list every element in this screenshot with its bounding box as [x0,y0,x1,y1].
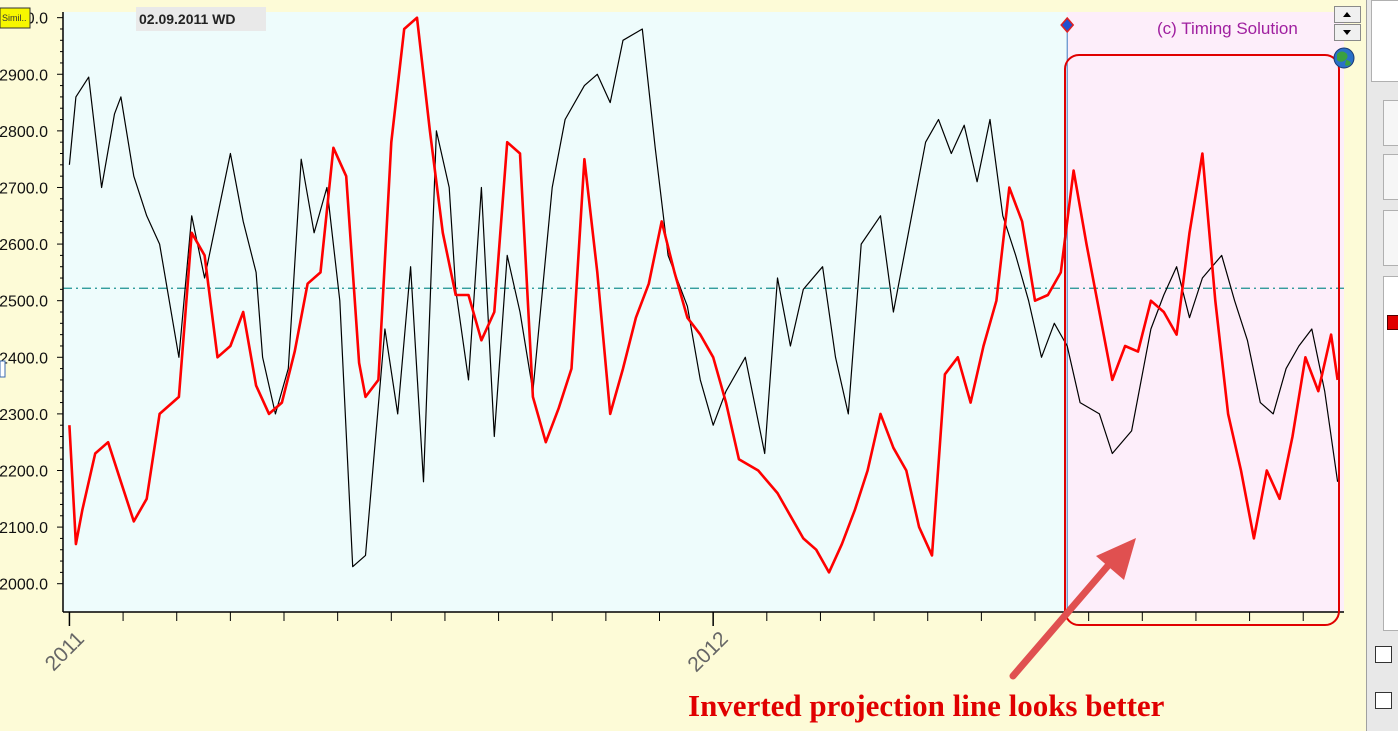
x-axis: 2011 2012 [41,612,1304,677]
y-tick-label: 2000.0 [0,577,48,594]
panel-button-3[interactable] [1383,210,1398,266]
scroll-up-button[interactable] [1334,6,1361,23]
legend-red-swatch [1387,315,1398,330]
y-tick-label: 2900.0 [0,67,48,84]
y-tick-label: 2100.0 [0,520,48,537]
projection-region-background [1067,12,1344,612]
globe-icon[interactable] [1333,47,1355,69]
x-tick-label: 2012 [683,627,732,676]
annotation-text: Inverted projection line looks better [688,688,1165,723]
y-tick-label: 2500.0 [0,294,48,311]
left-cursor-marker [0,360,6,378]
chevron-down-icon [1343,30,1351,35]
y-tick-label: 2600.0 [0,237,48,254]
scroll-down-button[interactable] [1334,24,1361,41]
annotation-arrow-shaft [1009,557,1116,680]
y-tick-label: 2700.0 [0,180,48,197]
y-axis: 2000.0 2100.0 2200.0 2300.0 2400.0 2500.0 2600… [0,11,63,594]
price-series-line [68,28,1339,568]
projection-start-marker[interactable] [1060,16,1075,34]
panel-legend-area [1383,276,1398,631]
projection-highlight-box [1064,54,1340,626]
panel-top-strip [1371,0,1398,82]
date-label: 02.09.2011 WD [139,11,236,27]
x-tick-label: 2011 [41,627,89,675]
checkbox-1[interactable] [1375,646,1392,663]
y-tick-label: 2300.0 [0,407,48,424]
right-toolbar-panel [1366,0,1398,731]
series-group [68,16,1339,574]
y-tick-label: 2400.0 [0,350,48,367]
annotation-arrowhead-icon [1096,538,1136,580]
panel-button-2[interactable] [1383,154,1398,200]
similarity-legend-chip[interactable] [0,7,31,29]
projection-series-line [68,16,1339,574]
chevron-up-icon [1343,12,1351,17]
panel-button-1[interactable] [1383,100,1398,146]
date-label-box [136,7,266,31]
y-tick-label: 2200.0 [0,463,48,480]
chart: 2000.0 2100.0 2200.0 2300.0 2400.0 2500.0 2600… [0,7,1355,723]
similarity-legend-chip-label: Simil.. [2,13,27,23]
checkbox-2[interactable] [1375,692,1392,709]
y-tick-label: 2800.0 [0,124,48,141]
watermark: (c) Timing Solution [1157,19,1298,38]
